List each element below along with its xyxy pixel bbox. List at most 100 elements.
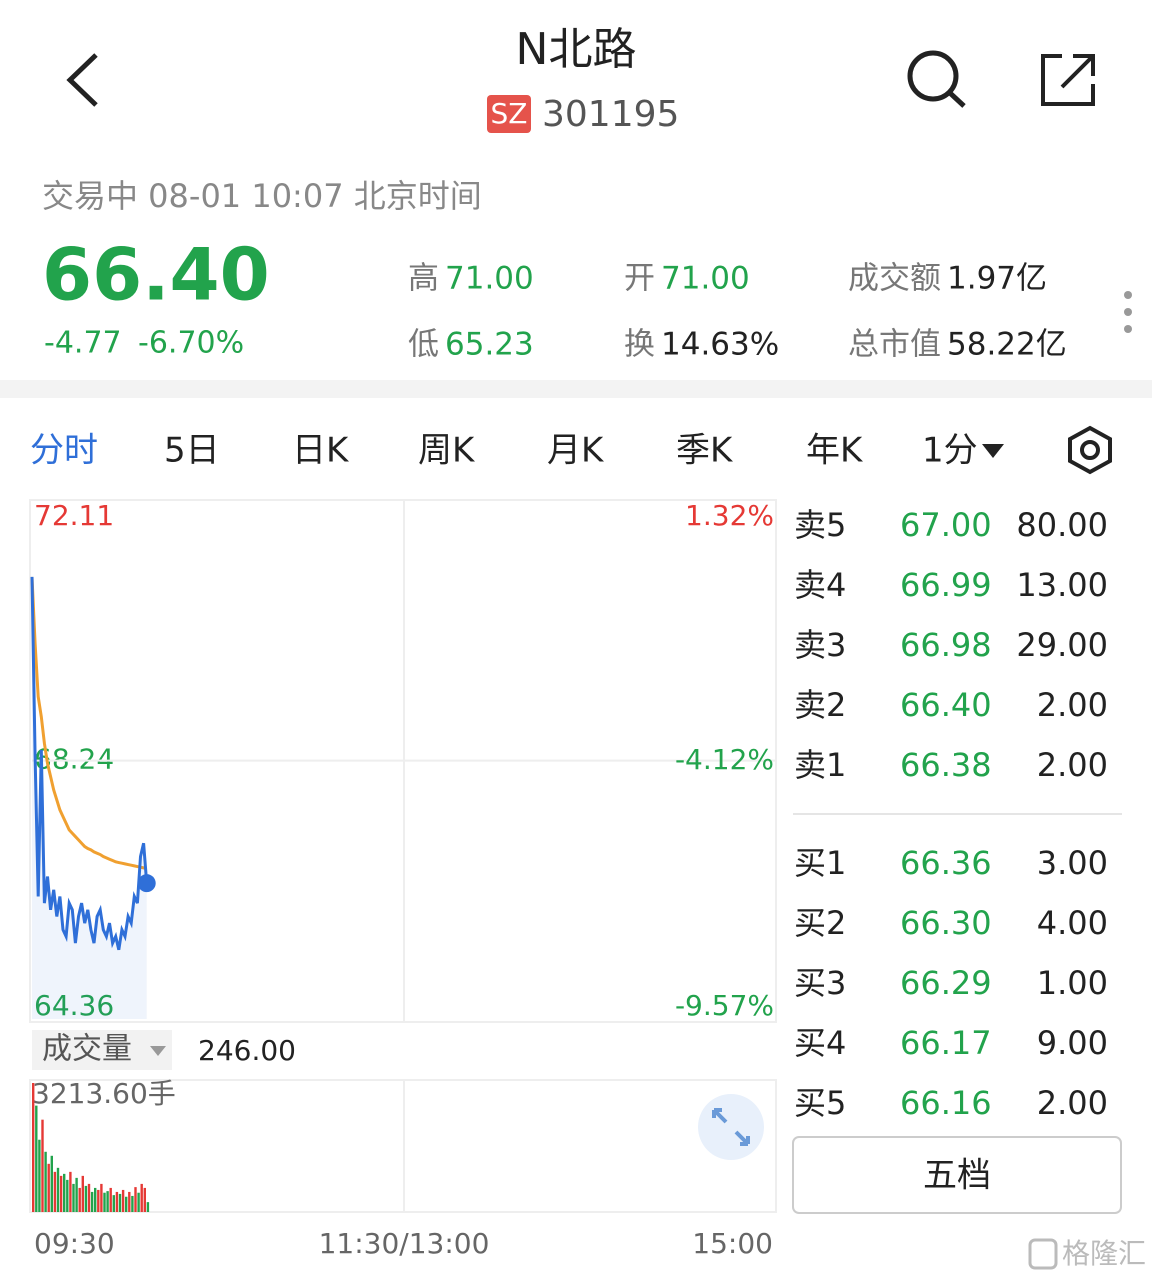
volume-bar (32, 1083, 35, 1212)
volume-bar (112, 1195, 115, 1212)
book-price: 66.30 (900, 904, 992, 942)
stat-label: 总市值 (848, 327, 941, 363)
volume-bar (35, 1105, 38, 1212)
book-price: 66.36 (900, 844, 992, 882)
last-price-dot (137, 874, 156, 893)
book-volume: 2.00 (1037, 686, 1108, 724)
volume-tick-label: 3213.60手 (32, 1077, 176, 1110)
volume-bar (128, 1191, 131, 1212)
back-button[interactable] (66, 53, 98, 107)
depth-button[interactable] (792, 1136, 1122, 1214)
stock-name: N北路 (516, 24, 637, 75)
search-button[interactable] (907, 50, 966, 108)
volume-bar (131, 1195, 134, 1212)
price-change: -4.77 (44, 326, 122, 361)
book-label: 买3 (794, 964, 846, 1002)
price-change-pct: -6.70% (138, 326, 244, 361)
volume-bar (56, 1167, 60, 1212)
volume-bar (97, 1189, 100, 1212)
volume-selector[interactable] (32, 1030, 172, 1070)
book-price: 66.98 (900, 626, 992, 664)
depth-button-label: 五档 (923, 1156, 991, 1196)
book-price: 66.29 (900, 964, 992, 1002)
volume-bar (137, 1192, 140, 1212)
volume-bar (38, 1139, 41, 1212)
share-button[interactable] (1041, 54, 1095, 106)
volume-bar (125, 1196, 128, 1212)
volume-bar (66, 1179, 69, 1212)
average-line (30, 576, 148, 870)
volume-bar (84, 1185, 88, 1212)
tab[interactable]: 周K (418, 431, 476, 471)
tab[interactable]: 分时 (30, 431, 98, 471)
book-volume: 29.00 (1016, 626, 1108, 664)
watermark-logo (1028, 1238, 1058, 1270)
trade-status: 交易中 08-01 10:07 北京时间 (42, 177, 482, 215)
book-price: 66.17 (900, 1024, 992, 1062)
volume-bar (81, 1175, 84, 1212)
volume-bar (118, 1193, 122, 1212)
book-volume: 9.00 (1037, 1024, 1108, 1062)
x-tick-label: 11:30/13:00 (319, 1227, 490, 1260)
book-volume: 2.00 (1037, 1084, 1108, 1122)
book-volume: 3.00 (1037, 844, 1108, 882)
book-label: 买2 (794, 904, 846, 942)
volume-bar (100, 1183, 103, 1212)
expand-button[interactable] (698, 1094, 764, 1160)
book-label: 卖2 (794, 686, 846, 724)
book-price: 66.16 (900, 1084, 992, 1122)
watermark: 格隆汇 (1062, 1237, 1146, 1270)
stat-label: 成交额 (848, 261, 941, 297)
volume-bar (69, 1171, 72, 1212)
volume-bar (109, 1187, 112, 1212)
x-tick-label: 09:30 (34, 1227, 115, 1260)
volume-bar (72, 1183, 75, 1212)
volume-bar (44, 1151, 47, 1212)
volume-bar (50, 1155, 53, 1212)
volume-bar (94, 1187, 97, 1212)
book-volume: 80.00 (1016, 506, 1108, 544)
book-label: 卖3 (794, 626, 846, 664)
volume-bar (103, 1192, 106, 1212)
x-tick-label: 15:00 (692, 1227, 773, 1260)
volume-selected: 246.00 (198, 1034, 296, 1067)
tab[interactable]: 5日 (164, 431, 220, 471)
stat-label: 换 (624, 327, 655, 363)
tab[interactable]: 日K (292, 431, 350, 471)
volume-selector-arrow (150, 1046, 166, 1056)
volume-bar (146, 1202, 150, 1212)
tab[interactable]: 1分 (922, 431, 978, 471)
tab[interactable]: 年K (806, 431, 864, 471)
book-label: 卖5 (794, 506, 846, 544)
book-label: 买5 (794, 1084, 846, 1122)
more-button[interactable] (1124, 291, 1132, 333)
exchange-badge (487, 95, 531, 133)
tab[interactable]: 月K (547, 431, 605, 471)
volume-bar (140, 1183, 143, 1212)
y2-tick-label: -4.12% (675, 743, 774, 776)
tab[interactable]: 季K (676, 431, 734, 471)
stat-value: 65.23 (445, 327, 534, 363)
settings-button[interactable] (1068, 425, 1112, 475)
volume-bar (121, 1189, 125, 1212)
price-line (30, 576, 149, 951)
y-tick-label: 64.36 (34, 989, 114, 1022)
volume-bar (143, 1187, 146, 1212)
stat-label: 开 (624, 261, 655, 297)
volume-bar (53, 1171, 57, 1212)
stat-value: 1.97亿 (947, 261, 1047, 297)
volume-bar (75, 1177, 78, 1212)
book-label: 买1 (794, 844, 846, 882)
book-price: 66.40 (900, 686, 992, 724)
volume-bar (90, 1191, 94, 1212)
book-label: 买4 (794, 1024, 846, 1062)
volume-bar (78, 1187, 81, 1212)
stat-value: 58.22亿 (947, 327, 1067, 363)
stat-value: 14.63% (661, 327, 779, 363)
tab-dropdown-arrow (982, 444, 1004, 458)
volume-bar (63, 1173, 66, 1212)
y-tick-label: 72.11 (34, 499, 114, 532)
book-volume: 2.00 (1037, 746, 1108, 784)
book-volume: 1.00 (1037, 964, 1108, 1002)
